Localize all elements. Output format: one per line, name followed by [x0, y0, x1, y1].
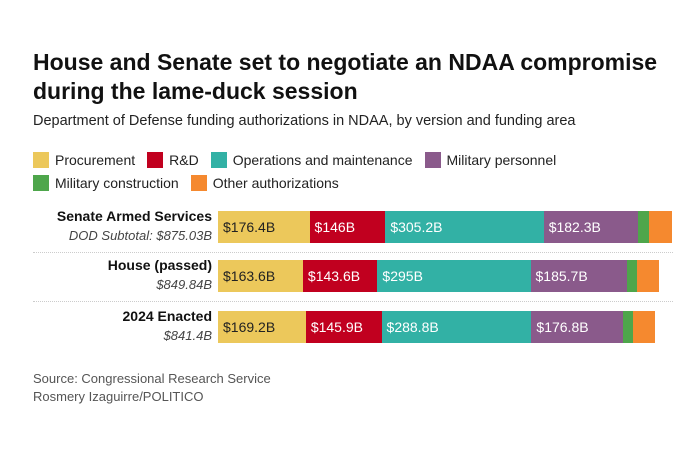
legend: Procurement R&D Operations and maintenance… [33, 148, 673, 194]
bar-segment-operations-and-maintenance: $305.2B [385, 211, 544, 243]
legend-label: R&D [169, 151, 199, 168]
legend-swatch [424, 151, 441, 168]
legend-label: Procurement [55, 151, 136, 168]
legend-swatch [33, 174, 49, 191]
bar-segment-procurement: $176.4B [218, 211, 310, 243]
stacked-bar: $176.4B $146B $305.2B $182.3B [218, 211, 673, 243]
legend-label: Military construction [55, 174, 179, 191]
row-label: 2024 Enacted $841.4B [123, 307, 213, 345]
category-subtotal: DOD Subtotal: $875.03B [68, 228, 212, 243]
category-subtotal: $841.4B [163, 328, 212, 343]
legend-item: R&D [147, 148, 199, 171]
data-label: $185.7B [535, 268, 588, 284]
chart-subtitle: Department of Defense funding authorizat… [33, 113, 576, 129]
bar-segment-operations-and-maintenance: $288.8B [381, 311, 532, 343]
bar-segment-procurement: $163.6B [218, 260, 303, 292]
category-name: 2024 Enacted [122, 308, 213, 324]
bar-segment-military-personnel: $182.3B [543, 211, 639, 243]
data-label: $305.2B [390, 219, 443, 235]
bar-segment-other-authorizations [636, 260, 659, 292]
category-subtotal: $849.84B [156, 277, 212, 292]
bar-segment-military-personnel: $185.7B [530, 260, 627, 292]
legend-label: Other authorizations [212, 174, 339, 191]
data-label: $182.3B [548, 219, 601, 235]
legend-swatch [147, 151, 164, 168]
chart-title: House and Senate set to negotiate an NDA… [33, 49, 658, 104]
legend-item: Other authorizations [190, 171, 339, 194]
footer: Source: Congressional Research Service R… [33, 370, 271, 406]
bar-segment-military-construction [638, 211, 650, 243]
row-divider [33, 301, 673, 302]
legend-item: Operations and maintenance [210, 148, 413, 171]
legend-swatch [210, 151, 227, 168]
bar-segment-operations-and-maintenance: $295B [377, 260, 531, 292]
row-label: Senate Armed Services DOD Subtotal: $875.… [57, 207, 212, 245]
bar-segment-r-d: $145.9B [305, 311, 382, 343]
data-label: $169.2B [223, 319, 276, 335]
stacked-bar: $169.2B $145.9B $288.8B $176.8B [218, 311, 655, 343]
legend-label: Operations and maintenance [232, 151, 413, 168]
source-note: Source: Congressional Research Service [33, 371, 271, 386]
data-label: $146B [314, 219, 356, 235]
bar-segment-military-personnel: $176.8B [531, 311, 624, 343]
credit-note: Rosmery Izaguirre/POLITICO [33, 389, 204, 404]
bar-segment-military-construction [626, 260, 637, 292]
category-name: House (passed) [107, 257, 212, 273]
legend-item: Procurement [33, 148, 135, 171]
legend-swatch [190, 174, 207, 191]
bar-segment-procurement: $169.2B [218, 311, 306, 343]
data-label: $145.9B [310, 319, 363, 335]
row-label: House (passed) $849.84B [108, 256, 212, 294]
data-label: $288.8B [386, 319, 439, 335]
bar-segment-r-d: $143.6B [302, 260, 378, 292]
row-divider [33, 252, 673, 253]
bar-segment-military-construction [623, 311, 633, 343]
legend-item: Military personnel [424, 148, 557, 171]
legend-item: Military construction [33, 171, 179, 194]
bar-segment-other-authorizations [649, 211, 673, 243]
data-label: $176.8B [536, 319, 589, 335]
category-name: Senate Armed Services [56, 208, 212, 224]
bar-segment-other-authorizations [632, 311, 655, 343]
data-label: $163.6B [223, 268, 276, 284]
data-label: $143.6B [307, 268, 361, 284]
legend-swatch [33, 151, 49, 168]
legend-label: Military personnel [446, 151, 557, 168]
data-label: $295B [382, 268, 423, 284]
bar-segment-r-d: $146B [309, 211, 386, 243]
data-label: $176.4B [223, 219, 276, 235]
stacked-bar: $163.6B $143.6B $295B $185.7B [218, 260, 659, 292]
